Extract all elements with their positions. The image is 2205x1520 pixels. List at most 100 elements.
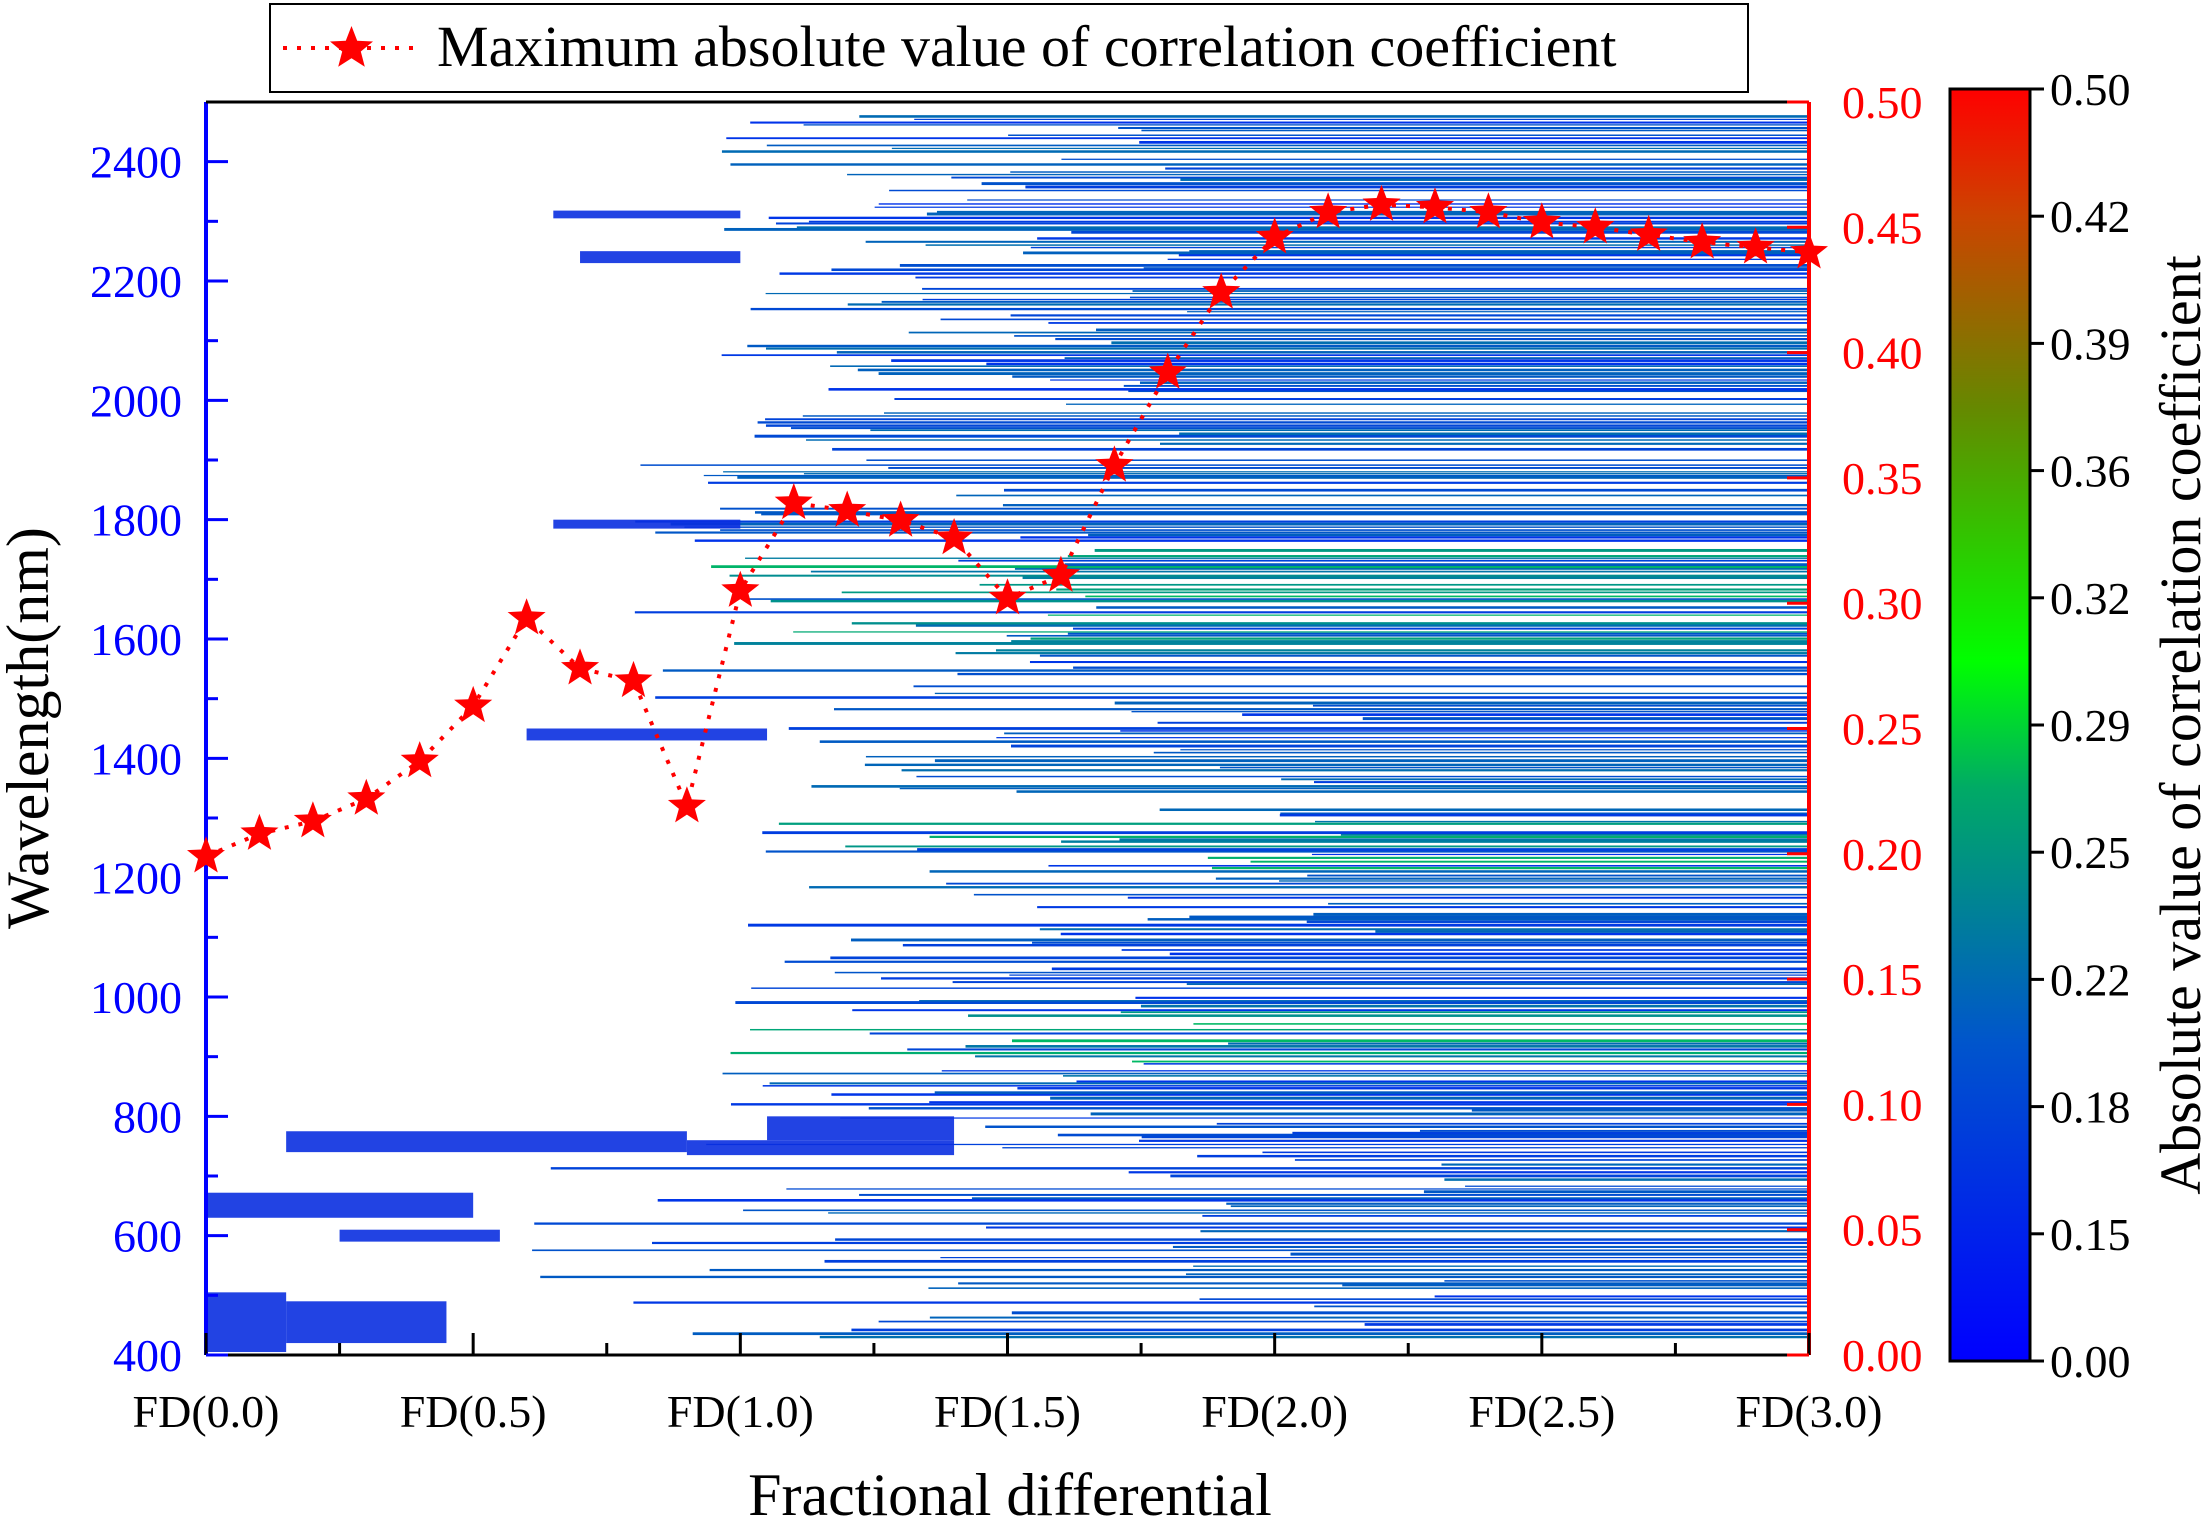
heatmap-band [741, 598, 1809, 600]
heatmap-band [851, 1328, 1809, 1332]
heatmap-band [720, 529, 1809, 531]
colorbar-tick-label: 0.18 [2050, 1082, 2131, 1133]
heatmap-band [635, 520, 1809, 523]
heatmap-band [750, 121, 1809, 124]
left-y-tick-label: 2400 [90, 137, 182, 188]
heatmap-band [957, 672, 1809, 676]
heatmap-band [1030, 637, 1809, 640]
heatmap-band [748, 923, 1809, 927]
right-y-tick-label: 0.50 [1842, 77, 1923, 128]
heatmap-band [868, 1107, 1809, 1110]
heatmap-band [1037, 906, 1809, 909]
left-y-axis-title: Wavelength(nm) [0, 527, 61, 929]
heatmap-band [835, 1238, 1809, 1241]
legend-label: Maximum absolute value of correlation co… [437, 14, 1616, 79]
heatmap-band [1202, 1214, 1809, 1217]
heatmap-band [1362, 717, 1809, 721]
heatmap-band [929, 870, 1809, 873]
heatmap-band [971, 1197, 1809, 1200]
heatmap-band [866, 459, 1809, 461]
heatmap-band [888, 466, 1809, 469]
heatmap-band [810, 570, 1809, 573]
heatmap-band [1444, 1280, 1809, 1282]
heatmap-band [708, 481, 1809, 484]
heatmap-band [1180, 178, 1809, 181]
heatmap-band [550, 1167, 1809, 1170]
heatmap-band [929, 835, 1809, 839]
heatmap-block [286, 1131, 687, 1153]
heatmap-band [1185, 1273, 1809, 1276]
heatmap-band [1465, 1185, 1809, 1187]
heatmap-band [633, 1301, 1809, 1304]
heatmap-band [1211, 866, 1809, 870]
heatmap-band [1193, 1023, 1809, 1025]
right-y-tick-label: 0.20 [1842, 829, 1923, 880]
heatmap-band [995, 649, 1809, 652]
heatmap-band [706, 1143, 1809, 1146]
heatmap-band [779, 272, 1809, 275]
heatmap-band [899, 264, 1809, 267]
heatmap-band [1022, 576, 1809, 580]
heatmap-band [1056, 588, 1809, 591]
heatmap-band [1029, 661, 1809, 664]
heatmap-band [847, 173, 1809, 176]
heatmap-band [1197, 1154, 1809, 1158]
left-y-tick-label: 1000 [90, 972, 182, 1023]
heatmap-band [1050, 379, 1809, 381]
heatmap-block [553, 519, 741, 529]
heatmap-band [1055, 337, 1809, 341]
heatmap-band [1279, 813, 1809, 817]
heatmap-band [824, 1259, 1809, 1263]
heatmap-band [830, 956, 1809, 960]
heatmap-band [934, 1091, 1809, 1095]
heatmap-band [1011, 1039, 1809, 1043]
heatmap-band [830, 365, 1809, 367]
heatmap-band [765, 292, 1809, 295]
heatmap-band [1313, 912, 1809, 916]
series-star-marker [1790, 232, 1828, 269]
heatmap-band [806, 439, 1809, 441]
legend-star-marker [330, 26, 373, 67]
series-star-marker [1202, 272, 1241, 309]
heatmap-band [1328, 902, 1809, 905]
heatmap-band [1169, 952, 1809, 956]
heatmap-band [1094, 548, 1809, 552]
heatmap-band [775, 222, 1809, 225]
heatmap-band [1073, 666, 1809, 669]
heatmap-band [778, 822, 1809, 825]
right-y-tick-label: 0.15 [1842, 954, 1923, 1005]
heatmap-band [1090, 1112, 1809, 1116]
heatmap-band [684, 526, 1809, 528]
heatmap-band [878, 203, 1809, 205]
heatmap-band [1119, 838, 1809, 841]
series-star-marker [988, 578, 1027, 615]
heatmap-band [1139, 140, 1809, 144]
colorbar-tick-label: 0.00 [2050, 1336, 2131, 1387]
colorbar-tick-label: 0.50 [2050, 64, 2131, 115]
heatmap-band [1135, 996, 1809, 999]
heatmap-band [946, 882, 1809, 885]
heatmap-band [1242, 713, 1809, 716]
heatmap-band [808, 220, 1809, 223]
heatmap-band [735, 1001, 1809, 1004]
heatmap-band [729, 574, 1809, 577]
heatmap-band [709, 1268, 1809, 1272]
heatmap-band [1306, 920, 1809, 923]
series-star-marker [1469, 192, 1508, 229]
heatmap-band [1193, 1265, 1809, 1267]
right-y-tick-label: 0.00 [1842, 1330, 1923, 1381]
heatmap-band [1262, 1151, 1809, 1154]
heatmap-band [1071, 230, 1809, 234]
heatmap-band [1471, 1109, 1809, 1112]
heatmap-band [750, 1028, 1809, 1031]
heatmap-band [864, 763, 1809, 767]
heatmap-band [841, 591, 1809, 594]
heatmap-block [526, 728, 768, 741]
series-star-marker [507, 598, 546, 635]
heatmap-band [1025, 185, 1809, 189]
heatmap-band [831, 1093, 1809, 1096]
x-tick-label: FD(3.0) [1736, 1386, 1883, 1437]
heatmap-band [1215, 877, 1809, 880]
heatmap-band [845, 845, 1809, 848]
heatmap-band [929, 1316, 1809, 1319]
